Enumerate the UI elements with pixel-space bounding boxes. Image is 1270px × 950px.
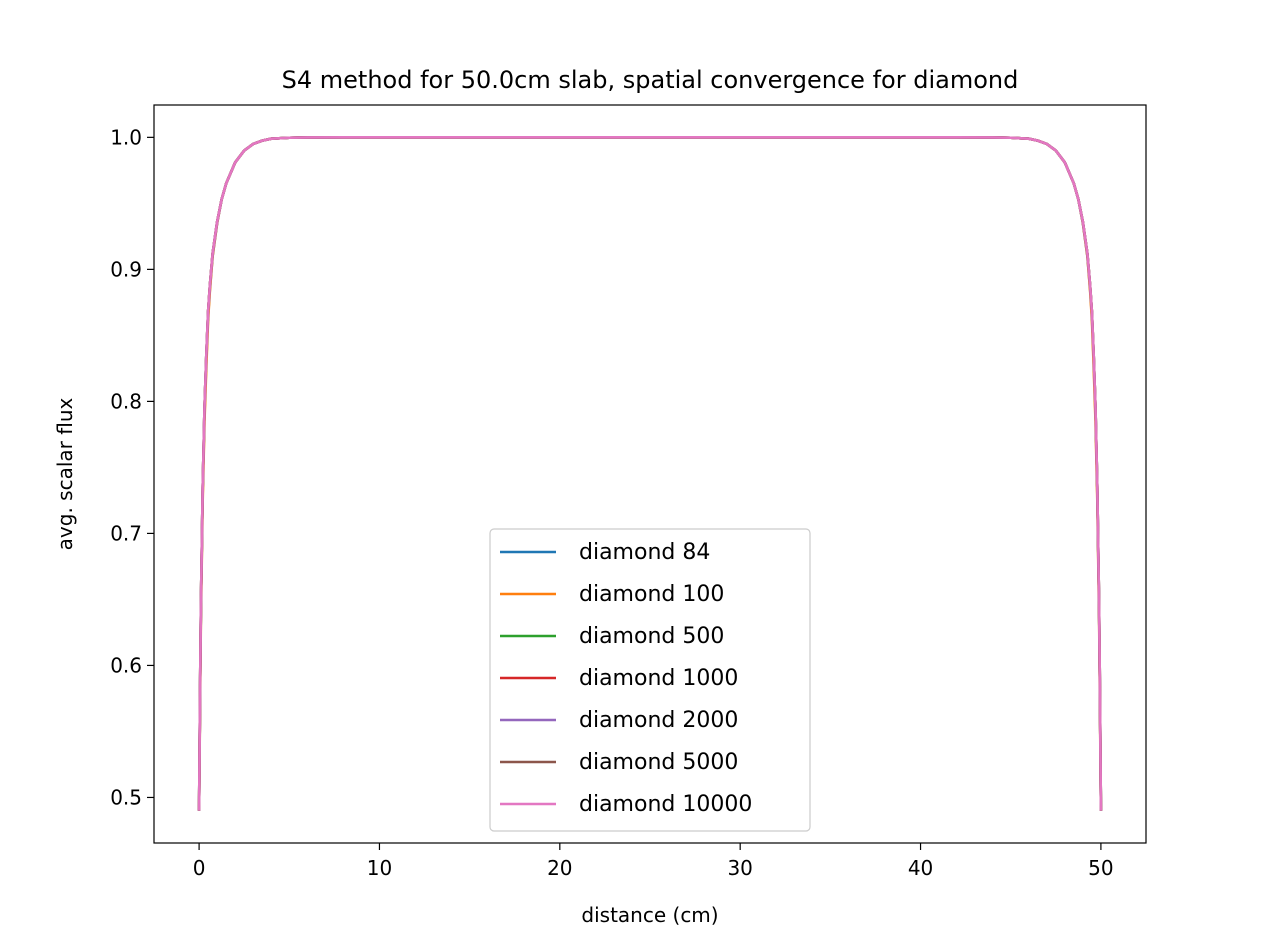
x-tick-label: 50 xyxy=(1088,856,1113,880)
legend-label: diamond 500 xyxy=(579,624,724,649)
chart-title: S4 method for 50.0cm slab, spatial conve… xyxy=(282,66,1019,94)
y-tick-label: 0.9 xyxy=(110,257,142,281)
y-tick-label: 0.6 xyxy=(110,653,142,677)
x-tick-label: 30 xyxy=(727,856,752,880)
y-tick-label: 0.8 xyxy=(110,389,142,413)
legend-label: diamond 5000 xyxy=(579,750,738,775)
y-tick-label: 1.0 xyxy=(110,125,142,149)
legend-box xyxy=(489,528,811,832)
x-tick-label: 0 xyxy=(193,856,206,880)
x-axis-label: distance (cm) xyxy=(581,903,718,927)
series-layer xyxy=(197,136,1103,811)
x-tick-label: 10 xyxy=(367,856,392,880)
legend-label: diamond 100 xyxy=(579,582,724,607)
y-axis-label: avg. scalar flux xyxy=(53,398,77,551)
x-tick-label: 40 xyxy=(908,856,933,880)
y-tick-label: 0.5 xyxy=(110,785,142,809)
plot-frame xyxy=(153,104,1147,844)
x-axis-ticks: 0 10 20 30 40 50 xyxy=(193,843,1114,880)
legend: diamond 84 diamond 100 diamond 500 diamond … xyxy=(489,528,811,832)
legend-label: diamond 2000 xyxy=(579,708,738,733)
y-axis-ticks: 0.5 0.6 0.7 0.8 0.9 1.0 xyxy=(110,125,154,809)
legend-label: diamond 10000 xyxy=(579,792,752,817)
legend-label: diamond 1000 xyxy=(579,666,738,691)
series-line-6 xyxy=(197,136,1103,811)
x-tick-label: 20 xyxy=(547,856,572,880)
legend-label: diamond 84 xyxy=(579,540,710,565)
y-tick-label: 0.7 xyxy=(110,521,142,545)
